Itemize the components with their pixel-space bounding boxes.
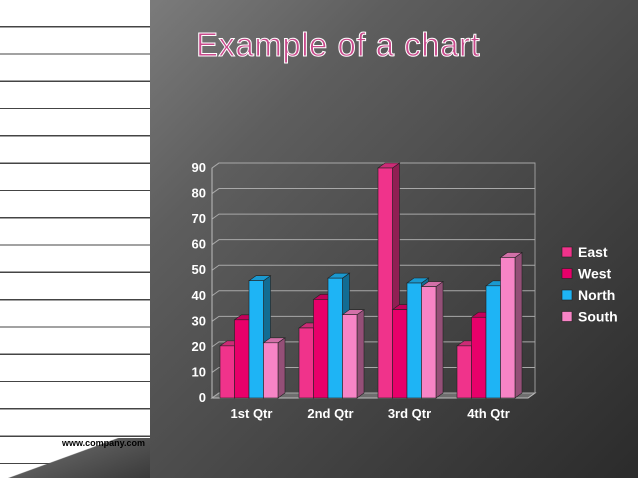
bar-side [277,337,286,399]
legend-swatch [561,246,573,258]
bar-front [485,285,501,399]
y-axis-ticks: 0 10 20 30 40 50 60 70 80 90 [192,160,213,405]
bar-front [377,167,393,399]
y-tick-label: 40 [192,288,206,303]
y-tick-label: 90 [192,160,206,175]
legend: East West North South [561,244,618,325]
bar-front [248,280,264,399]
bar-front [421,286,437,399]
bar-front [406,282,422,399]
y-tick-label: 30 [192,313,206,328]
bar-front [234,319,250,399]
grid-line [211,162,535,169]
x-axis-ticks: 1st Qtr 2nd Qtr 3rd Qtr 4th Qtr [231,406,510,421]
bar-front [313,299,329,399]
bar-front [327,277,343,399]
grid-line [211,239,535,246]
bar-side [435,280,444,399]
bars [219,162,523,399]
bar [499,251,523,399]
x-tick-label: 2nd Qtr [307,406,353,421]
legend-label: East [578,244,608,260]
y-tick-label: 70 [192,211,206,226]
left-lined-panel [0,0,150,478]
bar [262,337,286,399]
bar [420,280,444,399]
y-tick-label: 50 [192,262,206,277]
legend-swatch [561,311,573,322]
grid-line [211,264,535,271]
y-tick-label: 10 [192,364,206,379]
y-tick-label: 0 [199,390,206,405]
y-tick-label: 20 [192,339,206,354]
grid-line [211,188,535,194]
bar-front [298,327,314,399]
legend-label: South [578,309,618,325]
footer-url: www.company.com [62,438,146,448]
bar-side [356,309,365,399]
bar-front [219,345,235,399]
bar-front [392,309,408,399]
y-tick-label: 60 [192,237,206,252]
bar-front [263,342,279,399]
legend-swatch [561,268,573,279]
legend-label: West [578,266,612,282]
bar-side [514,251,523,399]
bar-front [500,257,516,399]
y-tick-label: 80 [192,186,206,201]
bar-front [456,345,472,399]
legend-label: North [578,287,615,303]
bar [341,309,365,399]
x-tick-label: 4th Qtr [467,406,510,421]
x-tick-label: 1st Qtr [231,406,273,421]
legend-swatch [561,289,573,301]
bar-front [342,314,358,399]
grid-line [211,213,535,220]
bar-front [471,316,487,399]
x-tick-label: 3rd Qtr [388,406,431,421]
slide-title: Example of a chart [196,26,481,64]
